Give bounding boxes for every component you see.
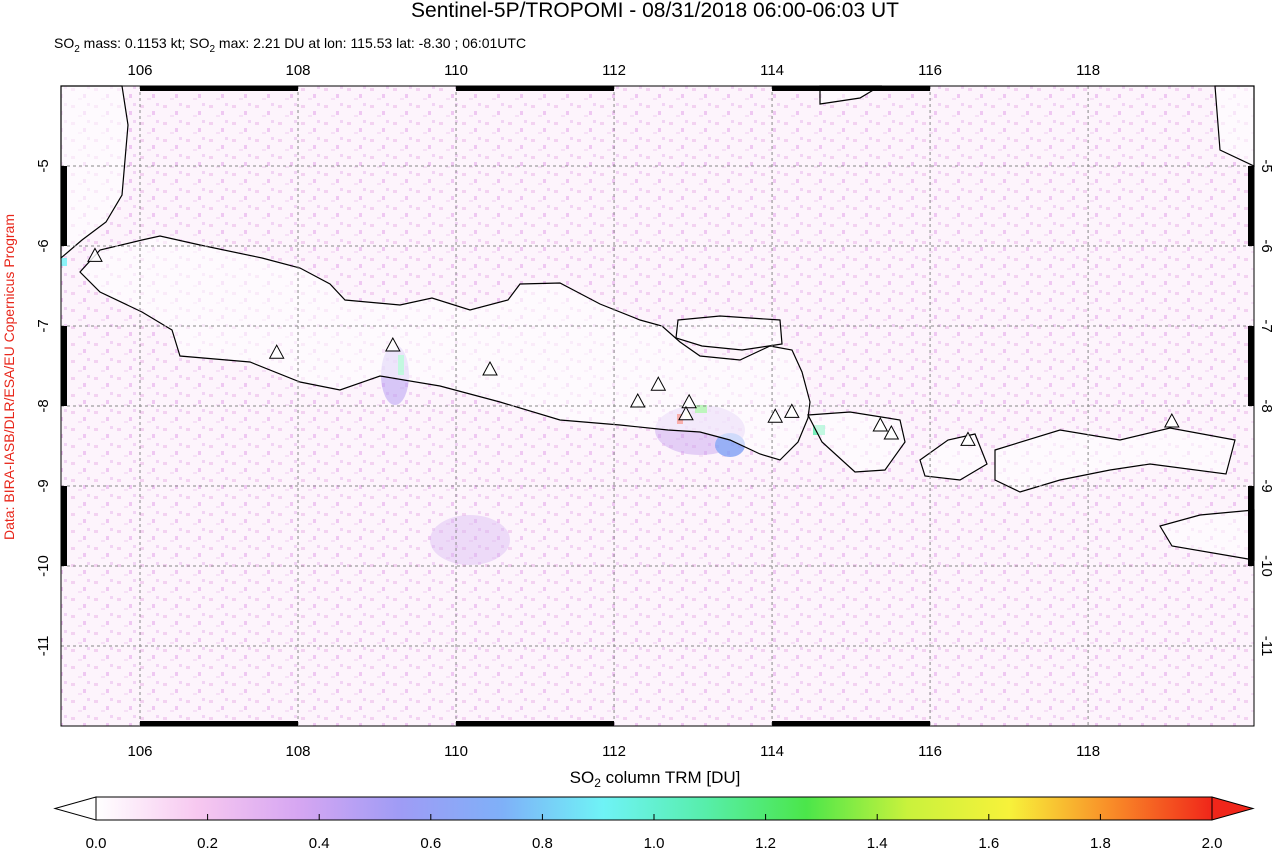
volcano bbox=[783, 403, 800, 418]
y-tick-label: -8 bbox=[35, 399, 52, 412]
colorbar-label-part: SO bbox=[570, 768, 595, 787]
y-tick-label: -5 bbox=[35, 159, 52, 172]
frame-bar bbox=[772, 721, 931, 726]
frame-bar bbox=[1248, 326, 1254, 406]
colorbar-label: SO2 column TRM [DU] bbox=[570, 768, 741, 790]
volcano bbox=[87, 247, 103, 262]
colorbar-label-sub: 2 bbox=[594, 776, 601, 790]
x-tick-label: 118 bbox=[1076, 62, 1100, 79]
subtitle: SO2 mass: 0.1153 kt; SO2 max: 2.21 DU at… bbox=[54, 35, 526, 55]
y-tick-label: -5 bbox=[1258, 159, 1272, 172]
colorbar-tick-label: 0.0 bbox=[86, 835, 107, 852]
x-tick-label: 114 bbox=[760, 743, 784, 760]
volcano bbox=[681, 393, 697, 409]
volcano bbox=[1163, 412, 1180, 428]
volcano bbox=[629, 392, 646, 408]
x-tick-label: 116 bbox=[918, 62, 942, 79]
y-tick-label: -11 bbox=[35, 636, 52, 657]
frame-bars bbox=[61, 86, 1254, 726]
x-tick-label: 116 bbox=[918, 743, 942, 760]
subtitle-part: SO bbox=[54, 35, 74, 51]
volcanoes bbox=[87, 247, 1180, 446]
colorbar-tick-label: 2.0 bbox=[1202, 835, 1223, 852]
volcano bbox=[384, 336, 401, 352]
y-tick-label: -11 bbox=[1258, 636, 1272, 657]
coastlines bbox=[60, 85, 1255, 561]
x-tick-label: 112 bbox=[602, 743, 626, 760]
frame-bar bbox=[140, 86, 299, 91]
subtitle-sub: 2 bbox=[74, 44, 80, 55]
volcano bbox=[482, 360, 498, 376]
volcano bbox=[678, 405, 694, 421]
colorbar-tick-label: 1.4 bbox=[867, 835, 888, 852]
frame-bar bbox=[61, 166, 67, 246]
x-tick-label: 106 bbox=[127, 62, 152, 79]
colorbar-under bbox=[53, 796, 97, 821]
x-tick-label: 108 bbox=[286, 62, 311, 79]
y-tick-label: -7 bbox=[35, 319, 52, 332]
volcano bbox=[767, 408, 784, 423]
volcano bbox=[872, 416, 889, 432]
colorbar-tick-label: 0.8 bbox=[532, 835, 553, 852]
frame-bar bbox=[61, 326, 67, 406]
x-tick-label: 108 bbox=[286, 743, 311, 760]
x-tick-label: 110 bbox=[444, 62, 468, 79]
credit: Data: BIRA-IASB/DLR/ESA/EU Copernicus Pr… bbox=[1, 214, 17, 540]
colorbar-over bbox=[1211, 796, 1255, 821]
colorbar-tick-label: 0.6 bbox=[420, 835, 441, 852]
y-tick-label: -10 bbox=[35, 555, 52, 577]
volcano bbox=[650, 376, 667, 391]
subtitle-sub: 2 bbox=[209, 44, 215, 55]
x-tick-label: 112 bbox=[602, 62, 626, 79]
x-tick-label: 106 bbox=[127, 743, 152, 760]
colorbar: 0.0 0.2 0.4 0.6 0.8 1.0 1.2 1.4 1.6 1.8 2.0 bbox=[53, 796, 1255, 852]
y-tick-label: -8 bbox=[1258, 399, 1272, 412]
x-tick-label: 110 bbox=[444, 743, 468, 760]
graticule bbox=[61, 86, 1254, 726]
y-tick-label: -9 bbox=[1258, 479, 1272, 492]
y-tick-label: -6 bbox=[1258, 239, 1272, 252]
frame-bar bbox=[61, 486, 67, 566]
subtitle-part: mass: 0.1153 kt; SO bbox=[80, 35, 210, 51]
x-tick-label: 114 bbox=[760, 62, 784, 79]
map bbox=[60, 85, 1255, 727]
frame-bar bbox=[772, 86, 931, 91]
colorbar-tick-label: 1.2 bbox=[755, 835, 776, 852]
volcano bbox=[960, 431, 976, 446]
frame-bar bbox=[456, 721, 615, 726]
colorbar-tick-label: 1.8 bbox=[1090, 835, 1111, 852]
y-tick-label: -10 bbox=[1258, 555, 1272, 577]
colorbar-tick-label: 1.0 bbox=[644, 835, 665, 852]
frame-bar bbox=[140, 721, 299, 726]
title: Sentinel-5P/TROPOMI - 08/31/2018 06:00-0… bbox=[411, 0, 899, 22]
colorbar-tick-label: 0.4 bbox=[309, 835, 330, 852]
volcano bbox=[883, 424, 900, 440]
colorbar-tick-label: 1.6 bbox=[978, 835, 999, 852]
colorbar-label-part: column TRM [DU] bbox=[601, 768, 741, 787]
y-tick-label: -7 bbox=[1258, 319, 1272, 332]
y-tick-label: -6 bbox=[35, 239, 52, 252]
frame-bar bbox=[1248, 166, 1254, 246]
frame-bar bbox=[456, 86, 615, 91]
x-tick-label: 118 bbox=[1076, 743, 1100, 760]
frame-bar bbox=[1248, 486, 1254, 566]
volcano bbox=[268, 344, 285, 359]
colorbar-tick-label: 0.2 bbox=[197, 835, 218, 852]
subtitle-part: max: 2.21 DU at lon: 115.53 lat: -8.30 ;… bbox=[215, 35, 526, 51]
y-tick-label: -9 bbox=[35, 479, 52, 492]
